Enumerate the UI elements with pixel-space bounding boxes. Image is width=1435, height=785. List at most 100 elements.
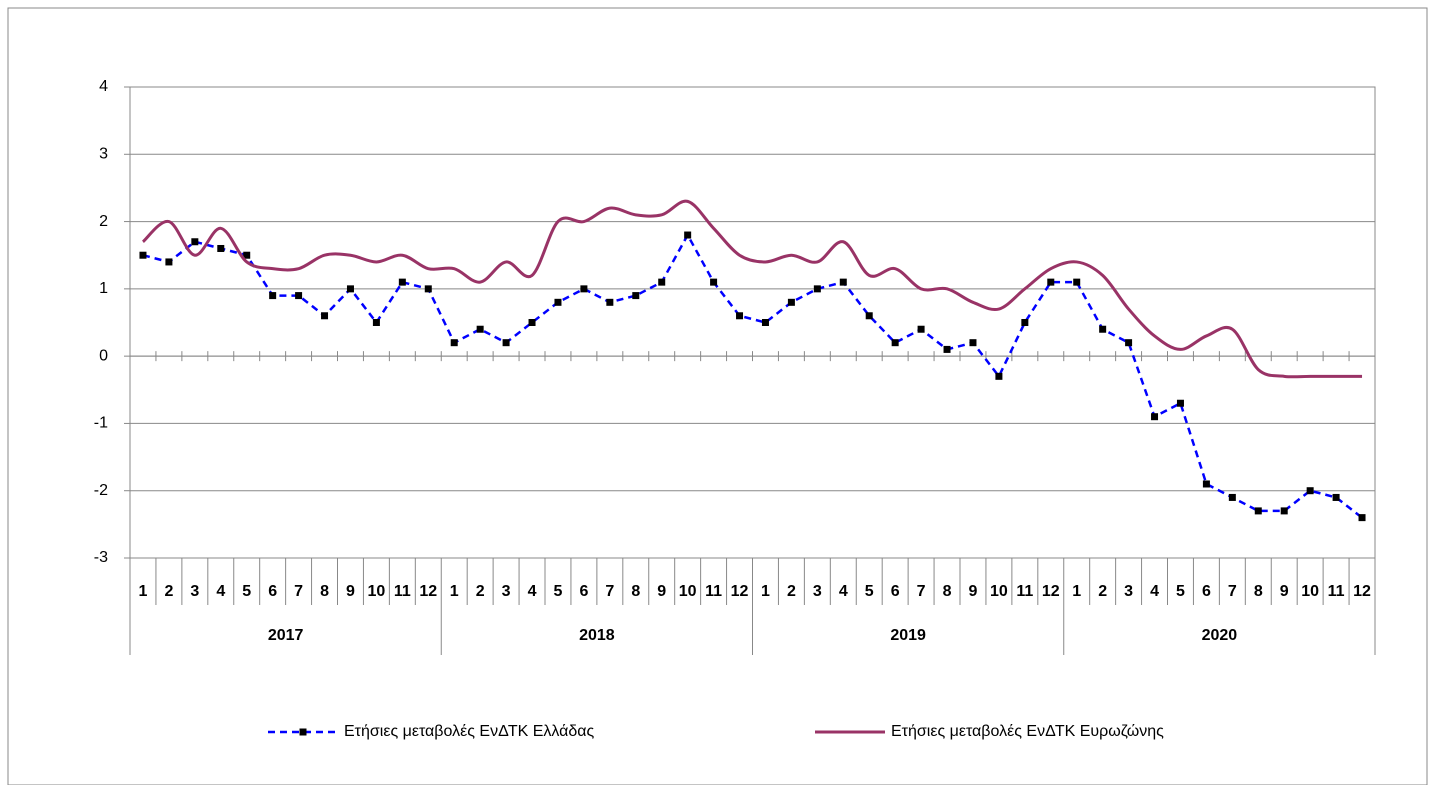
x-tick-label: 1 (450, 583, 459, 600)
y-tick-label: 0 (99, 347, 108, 364)
data-point (813, 285, 821, 293)
x-tick-label: 12 (731, 583, 749, 600)
data-point (761, 319, 769, 326)
x-tick-label: 8 (320, 583, 329, 600)
x-tick-label: 3 (190, 583, 199, 600)
x-tick-label: 11 (705, 583, 722, 600)
x-tick-label: 6 (891, 583, 900, 600)
data-point (710, 278, 718, 286)
x-tick-label: 9 (346, 583, 355, 600)
x-tick-label: 4 (216, 583, 225, 600)
data-point (269, 292, 277, 300)
x-tick-label: 1 (139, 583, 148, 600)
x-group-label: 2019 (890, 627, 926, 644)
data-point (450, 339, 458, 347)
data-point (502, 339, 510, 347)
x-tick-label: 9 (1280, 583, 1289, 600)
data-point (1021, 319, 1029, 326)
x-tick-label: 10 (368, 583, 386, 600)
data-point (1306, 487, 1314, 495)
data-point (891, 339, 899, 347)
data-point (1202, 480, 1210, 488)
data-point (787, 298, 795, 306)
y-tick-label: 1 (99, 280, 108, 297)
x-tick-label: 8 (631, 583, 640, 600)
data-point (398, 278, 406, 286)
y-tick-label: 4 (99, 78, 108, 95)
x-tick-label: 10 (1301, 583, 1319, 600)
data-point (1332, 493, 1340, 501)
x-tick-label: 2 (476, 583, 485, 600)
data-point (321, 312, 329, 320)
data-point (191, 238, 199, 246)
y-tick-label: 3 (99, 146, 108, 163)
x-tick-label: 6 (579, 583, 588, 600)
data-point (1358, 514, 1366, 522)
x-tick-label: 3 (1124, 583, 1133, 600)
data-point (606, 298, 614, 306)
data-point (1099, 325, 1107, 333)
x-tick-label: 2 (164, 583, 173, 600)
x-tick-label: 7 (605, 583, 614, 600)
x-tick-label: 6 (1202, 583, 1211, 600)
x-tick-label: 8 (943, 583, 952, 600)
data-point (1073, 278, 1081, 286)
x-group-label: 2017 (268, 627, 304, 644)
series-line (141, 199, 1363, 379)
x-group-label: 2020 (1202, 627, 1238, 644)
x-tick-label: 5 (242, 583, 251, 600)
x-tick-label: 2 (787, 583, 796, 600)
x-group-label: 2018 (579, 627, 615, 644)
data-point (917, 325, 925, 333)
x-tick-label: 4 (1150, 583, 1159, 600)
data-point (1228, 493, 1236, 501)
x-tick-label: 10 (990, 583, 1008, 600)
x-tick-label: 1 (1072, 583, 1081, 600)
x-tick-label: 5 (865, 583, 874, 600)
data-point (295, 292, 303, 300)
x-tick-label: 10 (679, 583, 697, 600)
series-line (142, 232, 1363, 519)
data-point (1125, 339, 1133, 347)
x-tick-label: 1 (761, 583, 770, 600)
y-tick-label: -3 (94, 549, 108, 566)
x-tick-label: 3 (502, 583, 511, 600)
x-tick-label: 11 (394, 583, 411, 600)
x-tick-label: 9 (969, 583, 978, 600)
data-point (1176, 399, 1184, 407)
x-tick-label: 5 (1176, 583, 1185, 600)
data-point (424, 285, 432, 293)
x-tick-label: 4 (839, 583, 848, 600)
data-point (217, 244, 225, 252)
data-point (1254, 507, 1262, 515)
x-tick-label: 5 (554, 583, 563, 600)
data-point (658, 278, 666, 286)
y-tick-label: -2 (94, 482, 108, 499)
x-tick-label: 2 (1098, 583, 1107, 600)
x-tick-label: 12 (419, 583, 437, 600)
data-point (372, 319, 380, 326)
y-tick-label: 2 (99, 213, 108, 230)
data-point (243, 251, 251, 259)
legend-marker (299, 728, 307, 736)
legend-label: Ετήσιες μεταβολές ΕνΔΤΚ Ευρωζώνης (891, 723, 1164, 740)
data-point (554, 298, 562, 306)
data-point (1280, 507, 1288, 515)
data-point (995, 372, 1003, 380)
data-point (632, 292, 640, 300)
data-point (476, 325, 484, 333)
x-tick-label: 7 (1228, 583, 1237, 600)
data-point (969, 339, 977, 347)
x-tick-label: 4 (528, 583, 537, 600)
data-point (580, 285, 588, 293)
x-tick-label: 12 (1042, 583, 1060, 600)
data-point (346, 285, 354, 293)
data-point (684, 231, 692, 239)
data-point (139, 251, 147, 259)
x-tick-label: 7 (294, 583, 303, 600)
x-tick-label: 8 (1254, 583, 1263, 600)
x-tick-label: 11 (1016, 583, 1033, 600)
x-tick-label: 3 (813, 583, 822, 600)
chart-border (7, 7, 1428, 785)
